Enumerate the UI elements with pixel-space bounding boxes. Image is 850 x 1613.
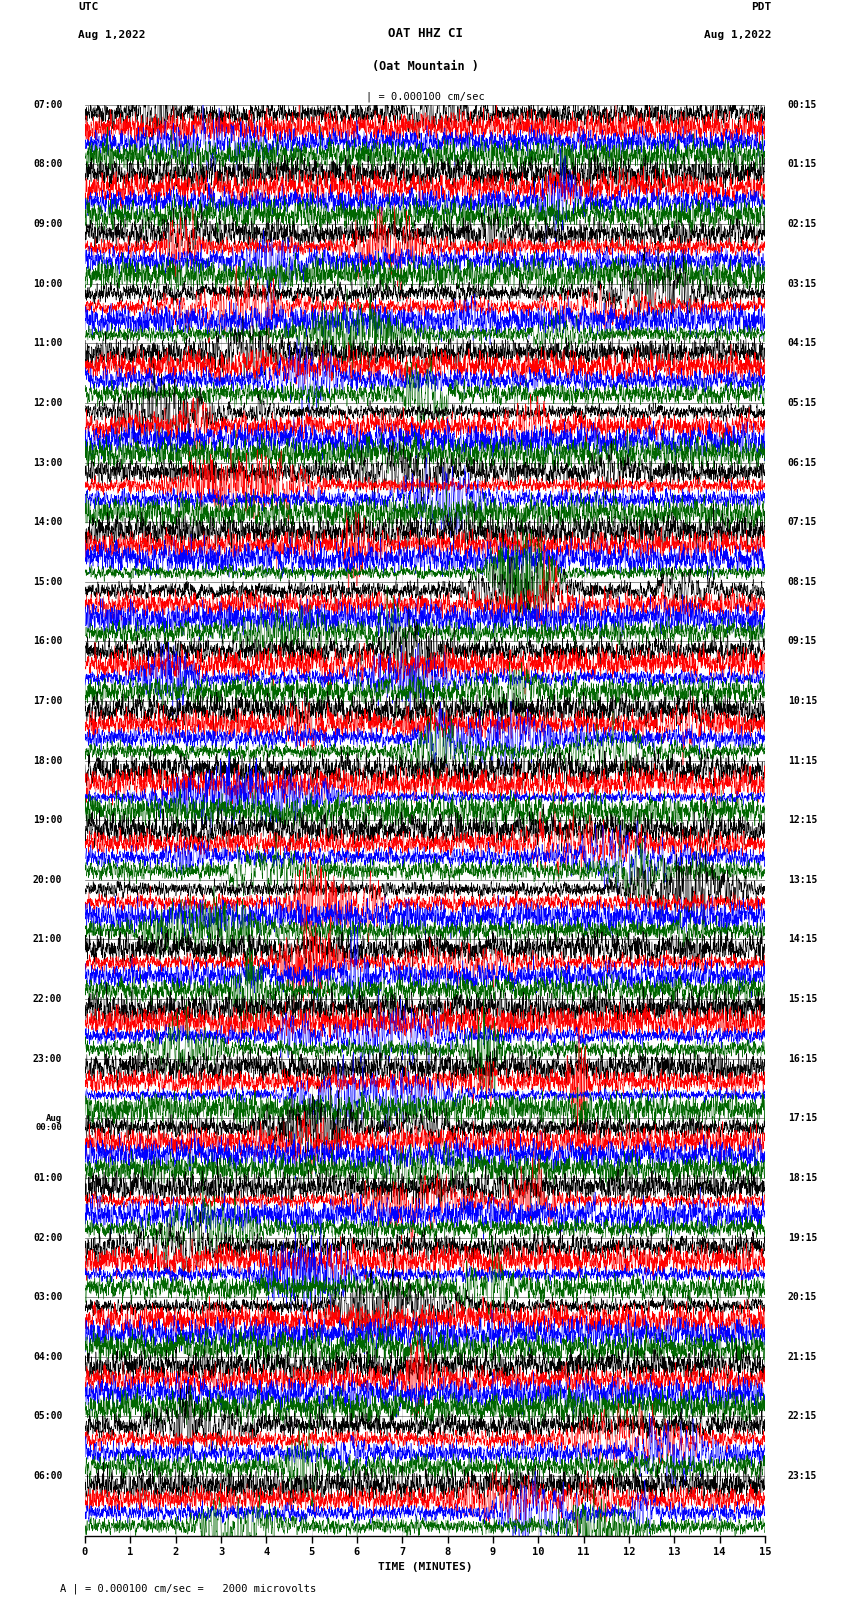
Text: 08:15: 08:15: [788, 577, 817, 587]
Text: 19:15: 19:15: [788, 1232, 817, 1242]
Text: 21:15: 21:15: [788, 1352, 817, 1361]
Text: Aug 1,2022: Aug 1,2022: [78, 31, 145, 40]
Text: Aug: Aug: [46, 1115, 62, 1123]
Text: 05:15: 05:15: [788, 398, 817, 408]
Text: 02:00: 02:00: [33, 1232, 62, 1242]
Text: 01:00: 01:00: [33, 1173, 62, 1182]
Text: 16:15: 16:15: [788, 1053, 817, 1063]
Text: 17:15: 17:15: [788, 1113, 817, 1123]
Text: Aug 1,2022: Aug 1,2022: [705, 31, 772, 40]
Text: 01:15: 01:15: [788, 160, 817, 169]
Text: 13:15: 13:15: [788, 874, 817, 886]
Text: 18:15: 18:15: [788, 1173, 817, 1182]
Text: 12:00: 12:00: [33, 398, 62, 408]
Text: 17:00: 17:00: [33, 695, 62, 706]
Text: 08:00: 08:00: [33, 160, 62, 169]
Text: 00:00: 00:00: [36, 1123, 62, 1132]
Text: 06:15: 06:15: [788, 458, 817, 468]
Text: 11:15: 11:15: [788, 755, 817, 766]
Text: 07:15: 07:15: [788, 518, 817, 527]
Text: 05:00: 05:00: [33, 1411, 62, 1421]
Text: 20:15: 20:15: [788, 1292, 817, 1302]
Text: 23:15: 23:15: [788, 1471, 817, 1481]
Text: 03:15: 03:15: [788, 279, 817, 289]
Text: 21:00: 21:00: [33, 934, 62, 945]
Text: 12:15: 12:15: [788, 815, 817, 826]
Text: 20:00: 20:00: [33, 874, 62, 886]
Text: 00:15: 00:15: [788, 100, 817, 110]
Text: 18:00: 18:00: [33, 755, 62, 766]
Text: 06:00: 06:00: [33, 1471, 62, 1481]
Text: 14:00: 14:00: [33, 518, 62, 527]
Text: 10:00: 10:00: [33, 279, 62, 289]
Text: (Oat Mountain ): (Oat Mountain ): [371, 60, 479, 73]
Text: PDT: PDT: [751, 2, 772, 11]
Text: 15:15: 15:15: [788, 994, 817, 1003]
Text: 13:00: 13:00: [33, 458, 62, 468]
Text: 04:15: 04:15: [788, 339, 817, 348]
Text: 03:00: 03:00: [33, 1292, 62, 1302]
Text: A | = 0.000100 cm/sec =   2000 microvolts: A | = 0.000100 cm/sec = 2000 microvolts: [60, 1582, 315, 1594]
X-axis label: TIME (MINUTES): TIME (MINUTES): [377, 1561, 473, 1571]
Text: 04:00: 04:00: [33, 1352, 62, 1361]
Text: 22:00: 22:00: [33, 994, 62, 1003]
Text: 15:00: 15:00: [33, 577, 62, 587]
Text: UTC: UTC: [78, 2, 99, 11]
Text: 19:00: 19:00: [33, 815, 62, 826]
Text: 02:15: 02:15: [788, 219, 817, 229]
Text: 11:00: 11:00: [33, 339, 62, 348]
Text: 09:00: 09:00: [33, 219, 62, 229]
Text: 07:00: 07:00: [33, 100, 62, 110]
Text: 14:15: 14:15: [788, 934, 817, 945]
Text: 16:00: 16:00: [33, 637, 62, 647]
Text: 22:15: 22:15: [788, 1411, 817, 1421]
Text: 09:15: 09:15: [788, 637, 817, 647]
Text: | = 0.000100 cm/sec: | = 0.000100 cm/sec: [366, 92, 484, 102]
Text: OAT HHZ CI: OAT HHZ CI: [388, 27, 462, 40]
Text: 10:15: 10:15: [788, 695, 817, 706]
Text: 23:00: 23:00: [33, 1053, 62, 1063]
